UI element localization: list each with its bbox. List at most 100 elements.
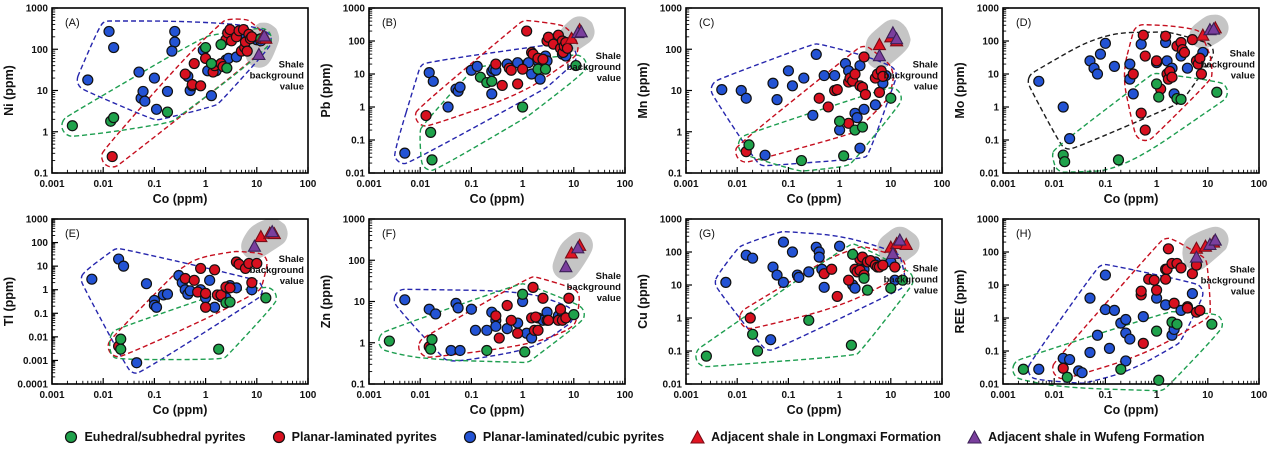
series-shale	[558, 240, 585, 273]
series-shale	[885, 232, 907, 260]
scatter-point	[195, 262, 207, 275]
scatter-point	[854, 142, 866, 154]
plot-frame	[51, 218, 309, 385]
scatter-point	[885, 92, 897, 104]
scatter-point	[1171, 318, 1183, 330]
scatter-point	[813, 251, 825, 263]
shale-background-label: background	[1201, 275, 1256, 286]
y-tick-label: 10	[988, 281, 1000, 292]
x-tick-label: 0.01	[93, 390, 113, 401]
scatter-point	[767, 77, 779, 89]
shale-background-label: value	[280, 81, 304, 92]
legend-item-euhedral-pyrites: Euhedral/subhedral pyrites	[64, 430, 246, 444]
cluster-outline	[108, 286, 277, 361]
x-tick-label: 1	[203, 179, 209, 190]
series-pyrite	[66, 33, 267, 132]
x-tick-label: 0.1	[1098, 390, 1112, 401]
scatter-point	[1115, 363, 1127, 375]
legend-label: Planar-laminated pyrites	[291, 430, 437, 444]
scatter-point	[765, 334, 777, 346]
scatter-point	[847, 248, 859, 260]
scatter-point	[131, 357, 143, 369]
x-tick-label: 0.001	[990, 390, 1015, 401]
y-axis-label: Pb (ppm)	[319, 63, 333, 117]
x-tick-label: 10	[251, 179, 263, 190]
scatter-point	[530, 311, 542, 323]
x-tick-label: 100	[1251, 179, 1268, 190]
chart-(C): 0.001 0.01 0.1 1 10 100 0.1 1 10 100 1000 Co (ppm) M…	[636, 4, 951, 207]
x-tick-label: 100	[934, 179, 951, 190]
scatter-point	[826, 263, 838, 275]
scatter-point	[150, 103, 163, 115]
scatter-point	[1137, 337, 1149, 349]
scatter-point	[851, 112, 863, 124]
x-tick-label: 0.01	[410, 390, 430, 401]
scatter-point	[215, 38, 227, 51]
legend-label: Adjacent shale in Longmaxi Formation	[711, 430, 942, 444]
series-pyrite	[420, 25, 574, 122]
scatter-point	[561, 42, 574, 54]
scatter-point	[869, 99, 881, 111]
scatter-point	[241, 45, 253, 57]
scatter-point	[1151, 55, 1163, 67]
scatter-point	[426, 154, 438, 166]
scatter-point	[1076, 367, 1088, 379]
x-axis-label: Co (ppm)	[470, 403, 525, 417]
x-axis-label: Co (ppm)	[153, 192, 208, 206]
scatter-point	[188, 274, 200, 286]
cluster-outline	[419, 54, 588, 172]
scatter-point	[1064, 353, 1076, 366]
series-shale	[247, 224, 280, 252]
series-pyrite	[1017, 316, 1218, 386]
scatter-point	[246, 31, 258, 43]
scatter-point	[140, 278, 153, 290]
scatter-point	[139, 95, 151, 107]
scatter-point	[205, 57, 218, 70]
x-tick-label: 0.001	[39, 179, 64, 190]
scatter-point	[1103, 342, 1116, 354]
scatter-point	[399, 294, 411, 306]
scatter-point	[1061, 371, 1073, 383]
y-tick-label: 100	[31, 238, 48, 249]
scatter-point	[786, 80, 799, 92]
x-axis-label: Co (ppm)	[1104, 403, 1159, 417]
blue-circle-icon	[463, 430, 477, 444]
scatter-point	[889, 261, 901, 273]
x-tick-label: 0.001	[990, 179, 1015, 190]
panel-letter: (B)	[382, 17, 397, 29]
x-axis-label: Co (ppm)	[153, 403, 208, 417]
scatter-point	[169, 25, 181, 38]
scatter-point	[486, 88, 498, 100]
cluster-outline	[61, 27, 273, 137]
scatter-point	[1168, 297, 1180, 309]
scatter-point	[471, 60, 483, 72]
shale-background-label: value	[1231, 286, 1255, 297]
x-tick-label: 0.1	[147, 179, 161, 190]
scatter-point	[798, 72, 810, 84]
y-tick-label: 0.1	[351, 136, 365, 147]
scatter-point	[200, 301, 212, 313]
scatter-point	[117, 260, 130, 272]
x-tick-label: 0.1	[781, 390, 795, 401]
shale-triangle-point	[872, 48, 887, 62]
scatter-point	[1151, 325, 1163, 337]
scatter-point	[161, 288, 174, 300]
scatter-point	[425, 343, 437, 355]
scatter-point	[777, 276, 790, 288]
series-pyrite	[106, 23, 258, 163]
scatter-point	[1124, 333, 1136, 345]
scatter-point	[399, 147, 411, 159]
scatter-point	[818, 281, 830, 293]
scatter-point	[115, 333, 127, 345]
x-axis-label: Co (ppm)	[1104, 192, 1159, 206]
shale-triangle-point	[253, 229, 268, 243]
scatter-point	[537, 292, 549, 304]
shale-background-label: value	[597, 73, 621, 84]
scatter-point	[1195, 68, 1208, 80]
scatter-point	[1091, 329, 1104, 341]
scatter-point	[1186, 34, 1198, 46]
scatter-point	[195, 80, 207, 92]
scatter-point	[246, 277, 258, 289]
shale-background-blob	[865, 19, 911, 69]
